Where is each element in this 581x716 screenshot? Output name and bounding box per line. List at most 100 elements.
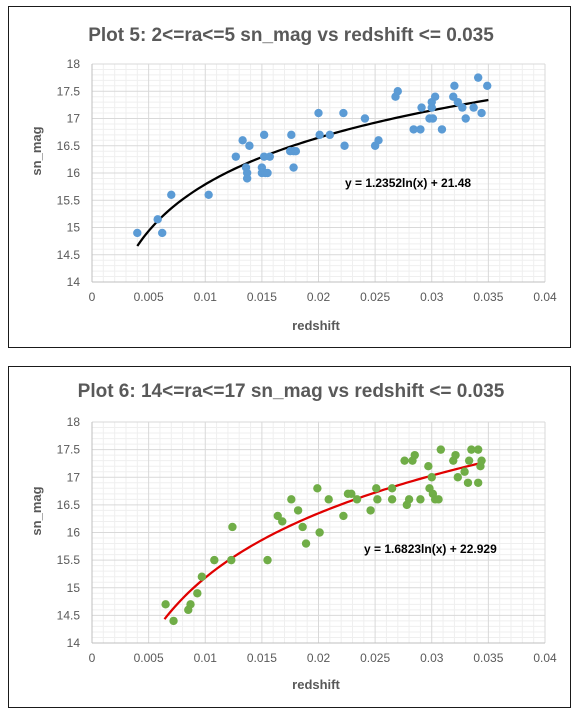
data-point <box>153 215 162 224</box>
x-tick-label: 0.04 <box>533 651 557 665</box>
data-point <box>393 87 402 96</box>
data-point <box>287 495 296 504</box>
data-point <box>325 130 335 140</box>
data-point <box>238 136 247 145</box>
data-point <box>259 130 269 140</box>
x-tick-label: 0.02 <box>307 651 331 665</box>
y-tick-label: 16 <box>67 526 81 540</box>
x-tick-label: 0.005 <box>134 290 164 304</box>
data-point <box>416 495 425 504</box>
data-point <box>263 168 272 178</box>
y-tick-label: 16.5 <box>57 139 81 153</box>
data-point <box>227 555 236 565</box>
data-point <box>197 572 207 581</box>
data-point <box>287 130 296 140</box>
y-tick-label: 17 <box>67 112 81 126</box>
x-tick-label: 0.04 <box>533 290 557 304</box>
y-tick-label: 14.5 <box>57 608 81 622</box>
data-point <box>133 228 142 238</box>
data-point <box>242 174 252 183</box>
chart-plot-5: Plot 5: 2<=ra<=5 sn_mag vs redshift <= 0… <box>29 25 557 333</box>
data-point <box>245 141 254 150</box>
chart-plot-6: Plot 6: 14<=ra<=17 sn_mag vs redshift <=… <box>29 381 557 692</box>
data-point <box>204 190 213 199</box>
data-point <box>352 495 362 504</box>
y-tick-label: 14.5 <box>57 248 81 262</box>
y-tick-label: 17 <box>67 470 81 484</box>
y-tick-label: 14 <box>67 275 81 289</box>
data-point <box>461 114 470 123</box>
data-point <box>374 136 383 145</box>
y-axis-label: sn_mag <box>29 126 44 175</box>
data-point <box>417 103 426 112</box>
data-point <box>193 589 202 598</box>
trendline-equation: y = 1.6823ln(x) + 22.929 <box>364 542 497 556</box>
x-tick-label: 0 <box>89 290 96 304</box>
data-point <box>186 600 195 609</box>
data-point <box>451 450 460 460</box>
y-tick-label: 16 <box>67 166 81 180</box>
data-point <box>339 511 348 521</box>
x-tick-label: 0.005 <box>134 651 164 665</box>
data-point <box>428 114 438 123</box>
data-point <box>467 445 476 454</box>
data-point <box>427 473 436 482</box>
data-point <box>315 130 324 140</box>
data-point <box>298 522 307 532</box>
data-point <box>210 555 219 565</box>
x-axis-label: redshift <box>292 677 340 692</box>
data-point <box>464 456 474 465</box>
y-tick-label: 18 <box>67 415 81 429</box>
data-point <box>301 539 311 548</box>
y-tick-label: 15 <box>67 221 81 235</box>
data-point <box>437 125 447 134</box>
trendline-equation: y = 1.2352ln(x) + 21.48 <box>345 176 471 190</box>
data-point <box>293 506 303 515</box>
data-point <box>430 92 440 101</box>
data-point <box>167 190 176 199</box>
x-tick-label: 0.01 <box>194 290 218 304</box>
chart-title: Plot 6: 14<=ra<=17 sn_mag vs redshift <=… <box>78 381 505 402</box>
x-tick-label: 0.015 <box>247 651 277 665</box>
data-point <box>387 495 397 504</box>
data-point <box>483 81 492 91</box>
x-tick-label: 0.025 <box>360 651 390 665</box>
x-tick-label: 0.025 <box>360 290 390 304</box>
data-point <box>366 506 375 515</box>
data-point <box>228 522 237 532</box>
chart-panel-plot-5: Plot 5: 2<=ra<=5 sn_mag vs redshift <= 0… <box>8 6 571 348</box>
y-axis-label: sn_mag <box>29 486 44 535</box>
x-tick-label: 0.035 <box>473 290 503 304</box>
data-point <box>340 141 349 150</box>
data-point <box>436 445 446 454</box>
x-tick-label: 0.03 <box>420 651 444 665</box>
y-tick-label: 15 <box>67 581 81 595</box>
data-point <box>477 108 486 118</box>
data-point <box>473 478 483 487</box>
x-tick-label: 0 <box>89 651 96 665</box>
data-point <box>347 489 356 499</box>
chart-panel-plot-6: Plot 6: 14<=ra<=17 sn_mag vs redshift <=… <box>8 366 571 708</box>
data-point <box>409 125 418 134</box>
data-point <box>314 108 323 118</box>
x-tick-label: 0.015 <box>247 290 277 304</box>
data-point <box>450 81 459 91</box>
data-point <box>404 495 414 504</box>
data-point <box>360 114 370 123</box>
data-point <box>473 73 483 82</box>
data-point <box>158 228 167 238</box>
y-tick-label: 17.5 <box>57 443 81 457</box>
data-point <box>416 125 425 134</box>
data-point <box>289 163 298 172</box>
trendline <box>163 461 483 620</box>
data-point <box>278 517 287 526</box>
x-tick-label: 0.035 <box>473 651 503 665</box>
data-point <box>453 473 462 482</box>
data-point <box>339 108 348 118</box>
data-point <box>424 462 433 471</box>
data-point <box>410 450 419 460</box>
x-tick-label: 0.03 <box>420 290 444 304</box>
x-axis-label: redshift <box>292 318 340 333</box>
data-point <box>463 478 473 487</box>
data-point <box>263 555 272 565</box>
